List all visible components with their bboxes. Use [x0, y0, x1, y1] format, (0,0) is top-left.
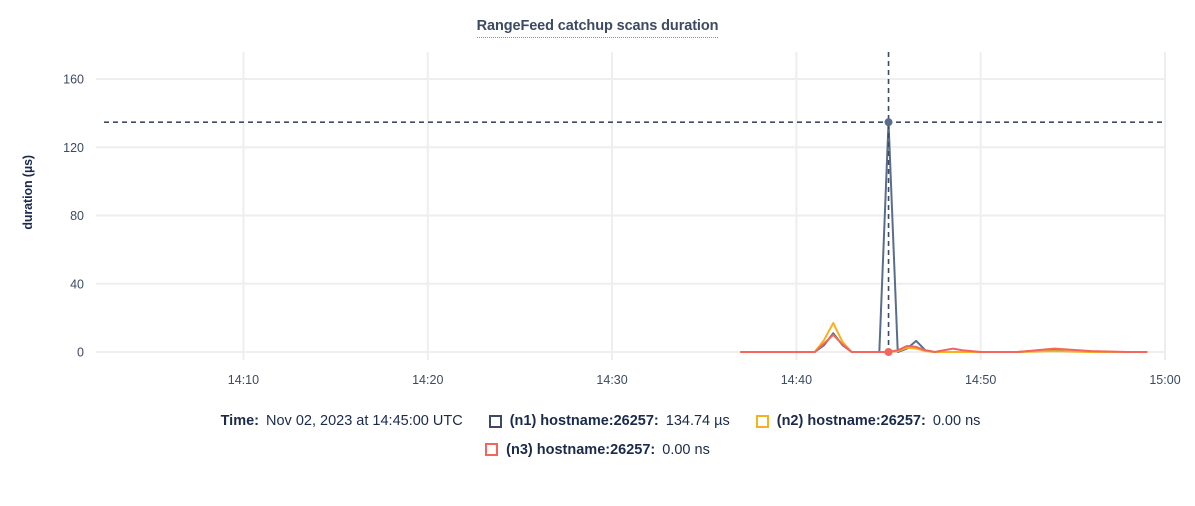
- plot-area: 0 40 80 120 160 14:10 14:20 14:30 14:40 14:50 15:…: [63, 52, 1181, 387]
- x-tick-label: 14:20: [412, 373, 443, 387]
- legend-item-n1[interactable]: (n1) hostname:26257: 134.74 µs: [488, 413, 730, 429]
- y-tick-label: 160: [63, 73, 84, 87]
- series-line: [740, 322, 1148, 353]
- crosshair-marker-n3: [884, 348, 893, 356]
- legend-label-n2: (n2) hostname:26257:: [776, 413, 926, 429]
- legend-time-label: Time:: [220, 413, 259, 429]
- legend-swatch-n3-icon: [485, 443, 499, 457]
- legend-label-n3: (n3) hostname:26257:: [506, 441, 656, 458]
- series-lines: [740, 121, 1148, 353]
- y-axis-ticks: 0 40 80 120 160: [63, 73, 84, 360]
- x-tick-label: 14:10: [228, 373, 259, 387]
- chart-title-text: RangeFeed catchup scans duration: [476, 18, 718, 38]
- legend-row-secondary: (n3) hostname:26257: 0.00 ns: [485, 441, 710, 458]
- y-tick-label: 120: [63, 141, 84, 155]
- x-tick-label: 14:40: [781, 373, 812, 387]
- x-tick-label: 14:50: [965, 373, 996, 387]
- legend-label-n1: (n1) hostname:26257:: [509, 413, 659, 429]
- series-line: [740, 121, 1148, 353]
- x-axis-ticks: 14:10 14:20 14:30 14:40 14:50 15:00: [228, 373, 1181, 387]
- chart-title: RangeFeed catchup scans duration: [0, 18, 1195, 38]
- y-tick-label: 0: [77, 346, 84, 360]
- crosshair-marker-n1: [884, 118, 893, 127]
- legend-swatch-n1-icon: [488, 414, 502, 428]
- legend-value-n1: 134.74 µs: [665, 413, 730, 429]
- crosshair: [104, 52, 1165, 356]
- legend-row-primary: Time: Nov 02, 2023 at 14:45:00 UTC (n1) …: [215, 414, 981, 429]
- legend-swatch-n2-icon: [755, 414, 769, 428]
- legend-time-value: Nov 02, 2023 at 14:45:00 UTC: [266, 413, 463, 429]
- series-line: [740, 333, 1148, 353]
- y-tick-label: 80: [70, 209, 84, 223]
- legend-item-n2[interactable]: (n2) hostname:26257: 0.00 ns: [755, 413, 981, 429]
- plot-svg: 0 40 80 120 160 14:10 14:20 14:30 14:40 14:50 15:…: [63, 52, 1181, 387]
- legend: Time: Nov 02, 2023 at 14:45:00 UTC (n1) …: [0, 414, 1195, 457]
- legend-item-n3[interactable]: (n3) hostname:26257: 0.00 ns: [485, 441, 710, 458]
- legend-time: Time: Nov 02, 2023 at 14:45:00 UTC: [221, 414, 463, 429]
- legend-value-n3: 0.00 ns: [662, 441, 710, 458]
- x-tick-label: 14:30: [596, 373, 627, 387]
- gridlines: [96, 52, 1166, 360]
- x-tick-label: 15:00: [1149, 373, 1180, 387]
- legend-value-n2: 0.00 ns: [932, 413, 981, 429]
- y-tick-label: 40: [70, 277, 84, 291]
